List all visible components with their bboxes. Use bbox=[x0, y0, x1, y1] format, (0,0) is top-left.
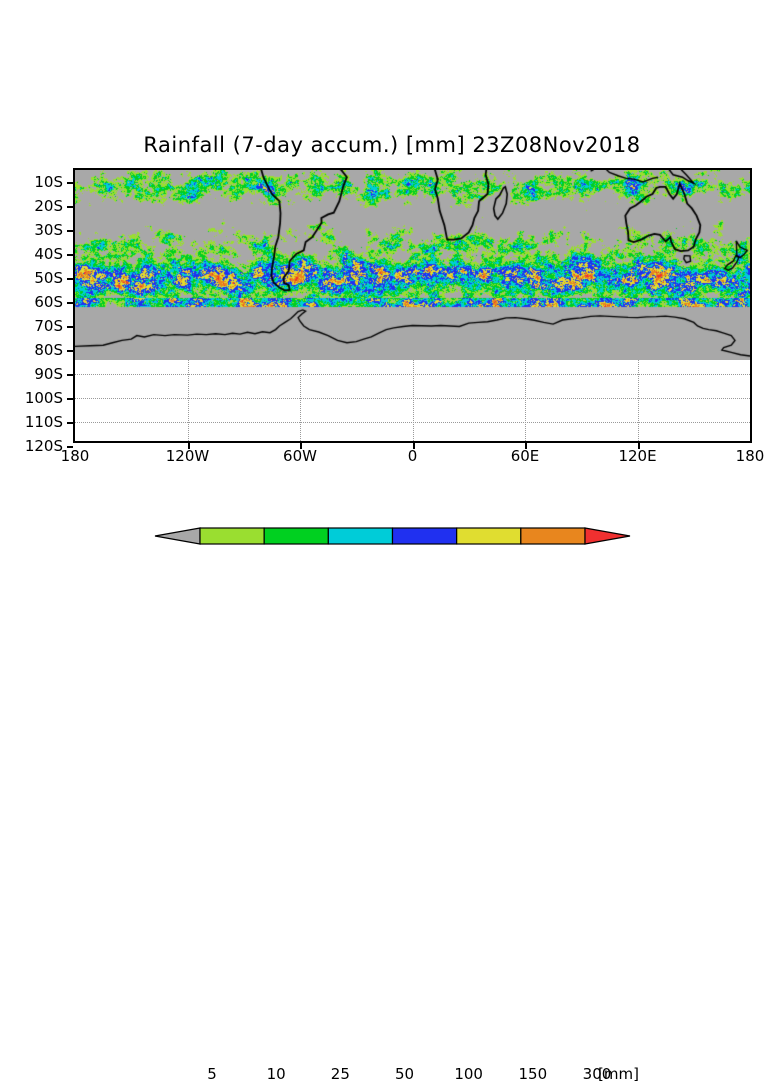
y-axis-label: 20S bbox=[34, 197, 63, 215]
x-axis-tick bbox=[637, 443, 640, 449]
y-axis-label: 40S bbox=[34, 245, 63, 263]
x-axis-tick bbox=[300, 443, 302, 449]
colorbar-swatch bbox=[391, 527, 458, 545]
colorbar-unit-label: [mm] bbox=[598, 1065, 639, 1083]
x-axis-tick bbox=[187, 443, 190, 449]
x-axis-label: 180 bbox=[60, 447, 90, 465]
map-plot-area bbox=[73, 168, 752, 443]
y-axis-tick bbox=[67, 254, 73, 256]
y-axis-tick bbox=[67, 182, 73, 184]
colorbar: 5 10 25 50 100 150 300 [mm] bbox=[0, 520, 784, 1083]
colorbar-tick-label: 10 bbox=[266, 1065, 286, 1083]
gridline-vertical bbox=[412, 358, 414, 441]
colorbar-swatch bbox=[263, 527, 329, 545]
y-axis-label: 50S bbox=[34, 269, 63, 287]
y-axis-label: 100S bbox=[24, 389, 63, 407]
y-axis-tick bbox=[67, 422, 73, 424]
colorbar-tick-label: 25 bbox=[330, 1065, 350, 1083]
gridline-vertical bbox=[300, 358, 301, 441]
x-axis-tick bbox=[412, 443, 415, 449]
y-axis-tick bbox=[67, 278, 73, 280]
colorbar-tick-label: 100 bbox=[454, 1065, 483, 1083]
x-axis-tick bbox=[525, 443, 527, 449]
y-axis-tick bbox=[67, 374, 73, 376]
y-axis-label: 60S bbox=[34, 293, 63, 311]
gridline-vertical bbox=[187, 358, 189, 441]
y-axis-label: 110S bbox=[24, 413, 63, 431]
x-axis-label: 60E bbox=[510, 447, 540, 465]
x-axis-label: 120W bbox=[165, 447, 210, 465]
y-axis-tick bbox=[67, 326, 73, 328]
colorbar-swatch-over bbox=[584, 527, 631, 545]
y-axis-label: 80S bbox=[34, 341, 63, 359]
colorbar-tick-label: 50 bbox=[394, 1065, 415, 1083]
colorbar-tick-label: 5 bbox=[207, 1065, 217, 1083]
colorbar-tick-label: 150 bbox=[518, 1065, 548, 1083]
map-raster bbox=[75, 170, 750, 360]
colorbar-swatch bbox=[456, 527, 522, 545]
y-axis-tick bbox=[67, 230, 73, 232]
gridline-vertical bbox=[637, 358, 639, 441]
y-axis-tick bbox=[67, 206, 73, 208]
rainfall-raster-canvas bbox=[75, 170, 750, 360]
colorbar-swatch bbox=[327, 527, 394, 545]
x-axis-label: 120E bbox=[618, 447, 657, 465]
y-axis-tick bbox=[67, 446, 73, 448]
y-axis-tick bbox=[67, 302, 73, 304]
colorbar-swatch bbox=[199, 527, 265, 545]
y-axis-label: 30S bbox=[34, 221, 63, 239]
x-axis-label: 180 bbox=[735, 447, 765, 465]
y-axis-label: 70S bbox=[34, 317, 63, 335]
colorbar-swatch bbox=[520, 527, 586, 545]
x-axis-label: 0 bbox=[407, 447, 418, 465]
colorbar-swatch-under bbox=[154, 527, 201, 545]
y-axis-label: 10S bbox=[34, 173, 63, 191]
x-axis-label: 60W bbox=[283, 447, 317, 465]
y-axis-label: 120S bbox=[24, 437, 63, 455]
page-title: Rainfall (7-day accum.) [mm] 23Z08Nov201… bbox=[143, 133, 641, 157]
y-axis-tick bbox=[67, 350, 73, 352]
colorbar-swatches bbox=[154, 527, 631, 545]
y-axis-tick bbox=[67, 398, 73, 400]
gridline-vertical bbox=[525, 358, 526, 441]
rainfall-map-figure: Rainfall (7-day accum.) [mm] 23Z08Nov201… bbox=[0, 133, 784, 1083]
y-axis-label: 90S bbox=[34, 365, 63, 383]
